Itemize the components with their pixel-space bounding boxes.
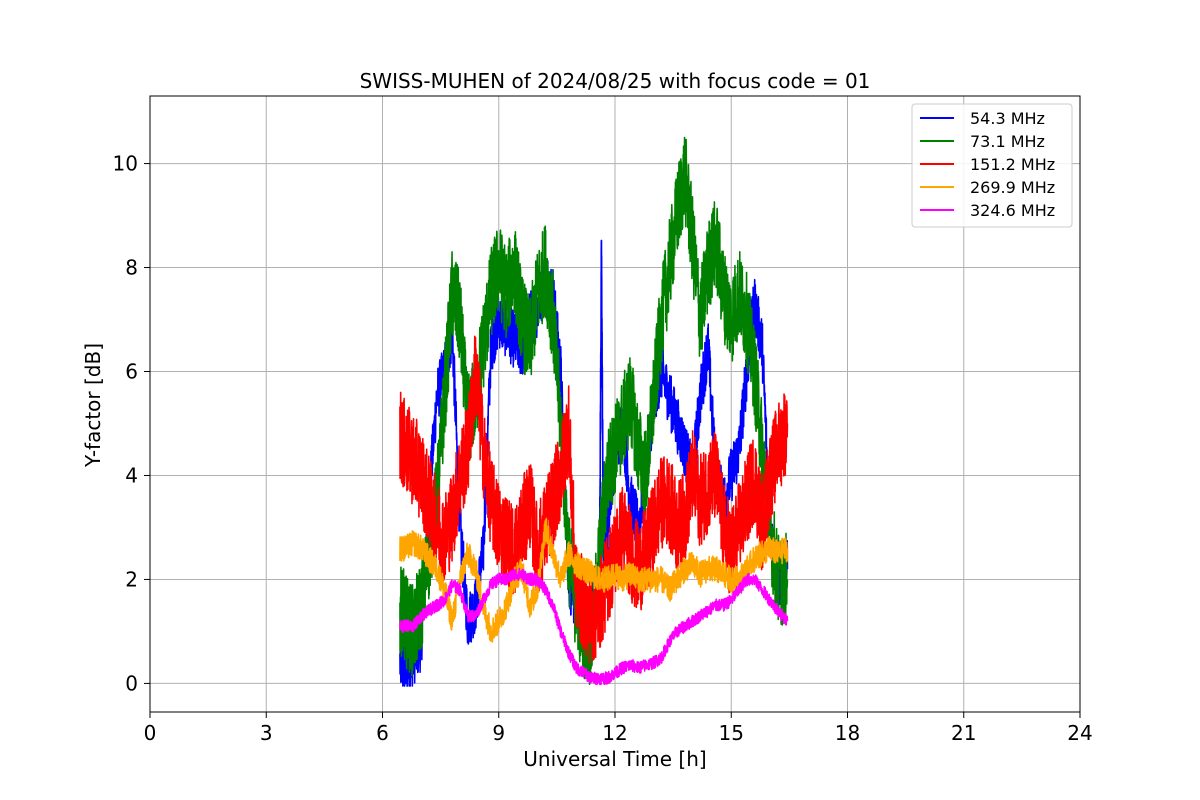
y-tick-label: 10 <box>113 152 138 176</box>
y-tick-label: 6 <box>125 360 138 384</box>
x-tick-label: 24 <box>1067 721 1092 745</box>
chart-title: SWISS-MUHEN of 2024/08/25 with focus cod… <box>360 69 871 93</box>
series-line-2 <box>399 136 789 685</box>
x-tick-label: 0 <box>144 721 157 745</box>
legend: 54.3 MHz 73.1 MHz 151.2 MHz 269.9 MHz 32… <box>911 103 1073 228</box>
series-line-4 <box>399 517 789 643</box>
legend-label-5: 324.6 MHz <box>970 201 1055 220</box>
x-tick-label: 18 <box>835 721 860 745</box>
legend-label-2: 73.1 MHz <box>970 132 1045 151</box>
x-axis-label: Universal Time [h] <box>523 747 706 771</box>
x-tick-label: 21 <box>951 721 976 745</box>
y-axis-label: Y-factor [dB] <box>81 343 105 468</box>
x-tick-label: 9 <box>492 721 505 745</box>
series-line-5 <box>399 567 789 686</box>
y-tick-label: 2 <box>125 567 138 591</box>
y-tick-label: 8 <box>125 256 138 280</box>
y-tick-label: 4 <box>125 463 138 487</box>
series-line-3 <box>399 335 789 664</box>
x-tick-label: 15 <box>719 721 744 745</box>
legend-label-3: 151.2 MHz <box>970 155 1055 174</box>
x-tick-label: 12 <box>602 721 627 745</box>
x-tick-label: 6 <box>376 721 389 745</box>
legend-label-4: 269.9 MHz <box>970 178 1055 197</box>
legend-label-1: 54.3 MHz <box>970 109 1045 128</box>
y-tick-label: 0 <box>125 671 138 695</box>
series-layer <box>399 136 789 687</box>
x-tick-label: 3 <box>260 721 273 745</box>
legend-box <box>911 103 1073 228</box>
